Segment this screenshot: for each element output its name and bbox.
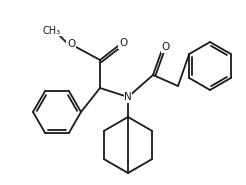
- Text: CH₃: CH₃: [43, 26, 61, 36]
- Text: N: N: [124, 92, 132, 102]
- Text: O: O: [67, 39, 75, 49]
- Text: O: O: [162, 42, 170, 52]
- Text: O: O: [119, 38, 127, 48]
